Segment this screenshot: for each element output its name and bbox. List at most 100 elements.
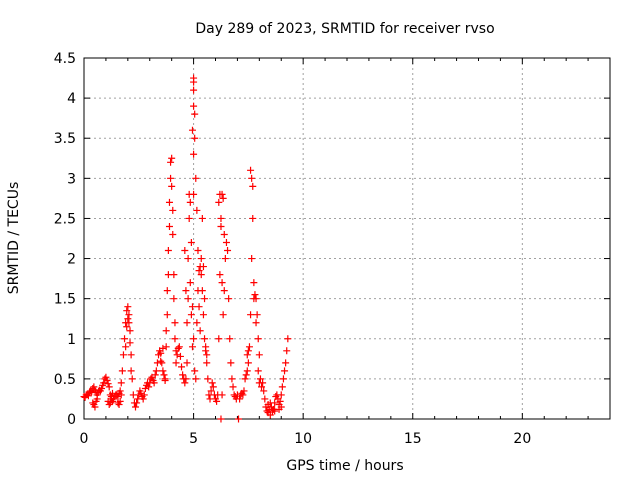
data-point (169, 206, 177, 214)
data-point (90, 383, 98, 391)
data-point (227, 359, 235, 367)
data-point (141, 385, 149, 393)
data-point (217, 214, 225, 222)
data-point (220, 230, 228, 238)
data-point (193, 319, 201, 327)
data-point (203, 359, 211, 367)
data-point (168, 154, 176, 162)
data-point (117, 379, 125, 387)
x-tick-label: 20 (513, 431, 531, 447)
data-point (199, 311, 207, 319)
y-tick-label: 2 (67, 252, 76, 268)
data-point (164, 247, 172, 255)
data-point (209, 383, 217, 391)
data-point (106, 399, 114, 407)
data-point (235, 415, 243, 423)
data-point (137, 389, 145, 397)
data-point (217, 222, 225, 230)
data-point (183, 359, 191, 367)
data-point (282, 359, 290, 367)
data-point (187, 239, 195, 247)
data-point (160, 371, 168, 379)
data-point (178, 363, 186, 371)
data-point (98, 385, 106, 393)
data-point (175, 343, 183, 351)
data-point (116, 397, 124, 405)
data-point (128, 375, 136, 383)
data-point (192, 375, 200, 383)
x-tick-label: 10 (294, 431, 312, 447)
data-point (185, 214, 193, 222)
data-point (165, 222, 173, 230)
data-point (217, 415, 225, 423)
data-point (225, 295, 233, 303)
data-point (195, 267, 203, 275)
data-point (105, 383, 113, 391)
data-point (186, 198, 194, 206)
data-point (114, 393, 122, 401)
y-tick-label: 0.5 (54, 372, 76, 388)
data-point (182, 287, 190, 295)
data-point (171, 335, 179, 343)
data-point (165, 198, 173, 206)
data-point (194, 247, 202, 255)
y-tick-label: 1.5 (54, 292, 76, 308)
data-points (80, 74, 292, 423)
data-point (162, 343, 170, 351)
data-point (251, 291, 259, 299)
data-point (159, 344, 167, 352)
data-point (163, 287, 171, 295)
data-point (204, 375, 212, 383)
data-point (202, 343, 210, 351)
data-point (201, 335, 209, 343)
data-point (121, 335, 129, 343)
data-point (124, 303, 132, 311)
data-point (201, 295, 209, 303)
data-point (158, 359, 166, 367)
data-point (252, 319, 260, 327)
data-point (228, 375, 236, 383)
x-tick-label: 15 (404, 431, 422, 447)
data-point (243, 351, 251, 359)
data-point (150, 379, 158, 387)
data-point (186, 279, 194, 287)
data-point (216, 271, 224, 279)
data-point (248, 174, 256, 182)
data-point (172, 359, 180, 367)
data-point (220, 287, 228, 295)
data-point (219, 311, 227, 319)
data-point (108, 389, 116, 397)
data-point (249, 182, 257, 190)
y-tick-label: 4.5 (54, 51, 76, 67)
data-point (284, 335, 292, 343)
data-point (261, 395, 269, 403)
data-point (249, 214, 257, 222)
plot-frame (83, 57, 611, 420)
data-point (161, 376, 169, 384)
data-point (236, 395, 244, 403)
data-point (140, 391, 148, 399)
data-point (254, 335, 262, 343)
x-tick-label: 0 (80, 431, 89, 447)
data-point (271, 407, 279, 415)
data-point (240, 387, 248, 395)
data-point (184, 295, 192, 303)
data-point (219, 194, 227, 202)
data-point (190, 150, 198, 158)
data-point (226, 335, 234, 343)
data-point (162, 327, 170, 335)
data-point (193, 206, 201, 214)
y-tick-label: 3.5 (54, 131, 76, 147)
data-point (243, 367, 251, 375)
data-point (170, 271, 178, 279)
data-point (222, 239, 230, 247)
data-point (132, 403, 140, 411)
data-point (171, 319, 179, 327)
data-point (119, 351, 127, 359)
data-point (159, 367, 167, 375)
data-point (198, 287, 206, 295)
y-tick-label: 3 (67, 171, 76, 187)
data-point (213, 397, 221, 405)
data-point (123, 307, 131, 315)
